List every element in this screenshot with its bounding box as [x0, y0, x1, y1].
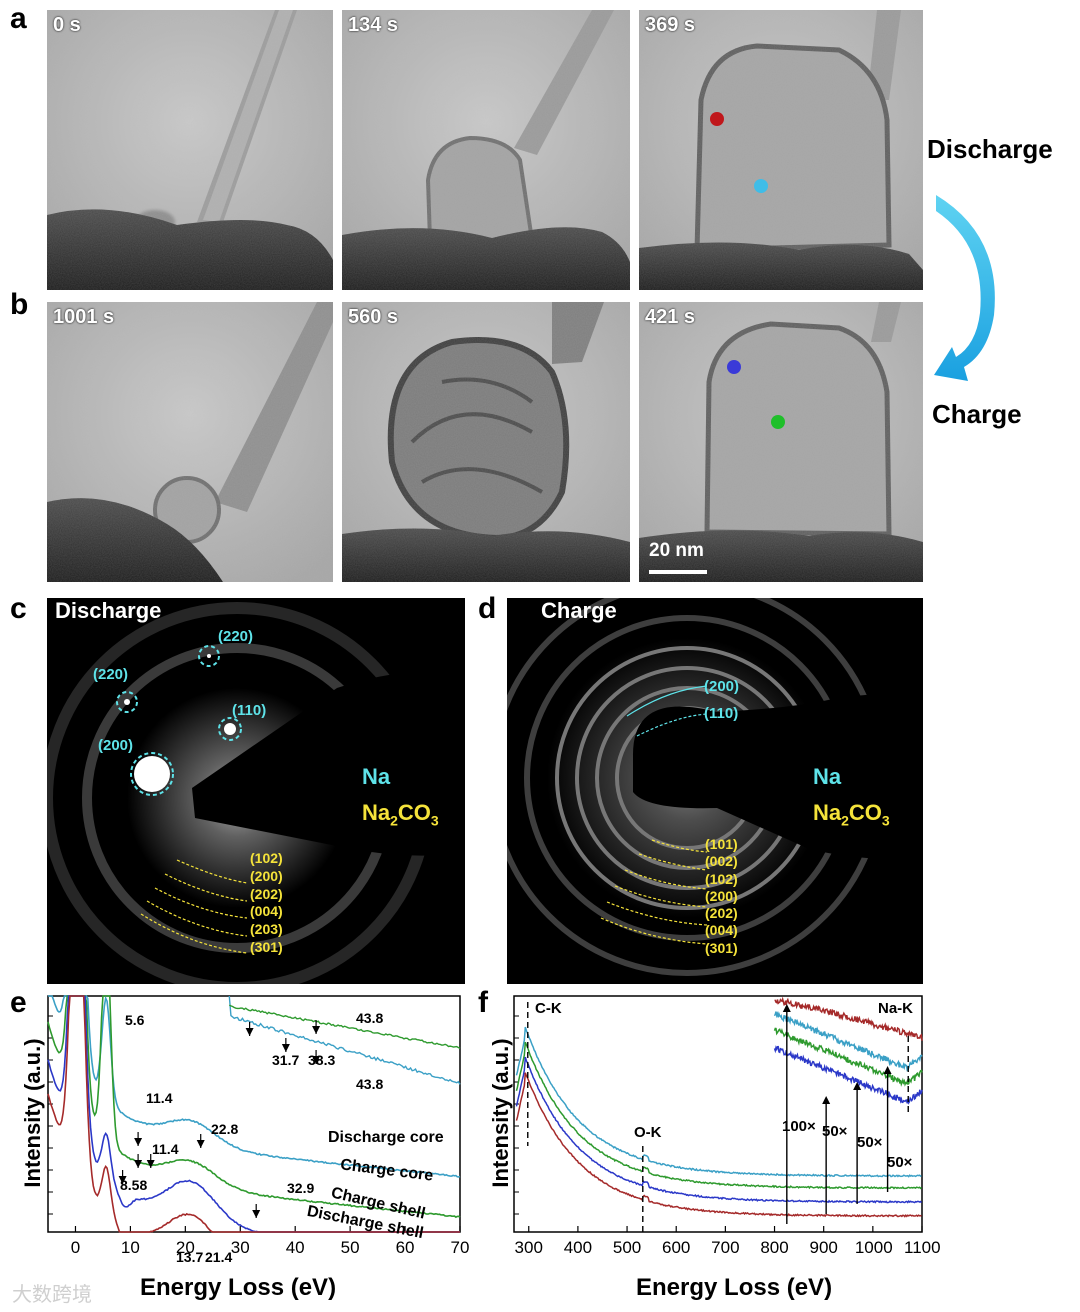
- plot-frame: [514, 996, 922, 1232]
- peak-value: 32.9: [287, 1180, 314, 1196]
- inset-line: [229, 996, 460, 1084]
- peak-arrowhead: [197, 1140, 205, 1148]
- tem-image-b-1001s: 1001 s: [47, 302, 333, 582]
- x-tick-label: 800: [757, 1238, 793, 1258]
- y-axis-label: Intensity (a.u.): [488, 1008, 514, 1218]
- x-tick-label: 0: [65, 1238, 85, 1258]
- tem-image-a-134s: 134 s: [342, 10, 630, 290]
- peak-arrowhead: [282, 1044, 290, 1052]
- diffraction-title-discharge: Discharge: [55, 598, 161, 624]
- peak-arrowhead: [134, 1138, 142, 1146]
- eels-low-loss-chart: [0, 990, 475, 1310]
- discharge-label: Discharge: [927, 134, 1053, 165]
- y-axis-label: Intensity (a.u.): [20, 1008, 46, 1218]
- spot-label: (220): [218, 628, 253, 645]
- x-tick-label: 1000: [855, 1238, 891, 1258]
- marker-cyan: [754, 179, 768, 193]
- scale-bar-label: 20 nm: [649, 540, 704, 562]
- spot-label: (220): [93, 666, 128, 683]
- time-label: 1001 s: [53, 306, 114, 329]
- time-label: 134 s: [348, 14, 398, 37]
- peak-value: 31.7: [272, 1052, 299, 1068]
- x-tick-label: 900: [806, 1238, 842, 1258]
- marker-red: [710, 112, 724, 126]
- spot-label: (110): [232, 702, 266, 719]
- series-label: Discharge core: [328, 1129, 444, 1147]
- chart-e-ylabel-wrap: Intensity (a.u.): [14, 1010, 44, 1220]
- marker-blue: [727, 360, 741, 374]
- chart-f-ylabel-wrap: Intensity (a.u.): [482, 1010, 512, 1220]
- peak-value: 13.7: [176, 1249, 203, 1265]
- peak-arrowhead: [252, 1210, 260, 1218]
- panel-label-b: b: [10, 288, 28, 322]
- peak-value: 22.8: [211, 1121, 238, 1137]
- x-axis-label: Energy Loss (eV): [636, 1274, 832, 1302]
- na2co3-label: Na2CO3: [362, 800, 439, 828]
- x-tick-label: 50: [340, 1238, 360, 1258]
- panel-label-d: d: [478, 592, 496, 626]
- magnified-line: [775, 1047, 922, 1104]
- magnification-arrowhead: [822, 1096, 830, 1104]
- edge-label-c-k: C-K: [535, 1000, 562, 1017]
- ring-labels-c: (102) (200) (202) (004) (203) (301): [250, 850, 283, 957]
- peak-value: 8.58: [120, 1177, 147, 1193]
- na2co3-label: Na2CO3: [813, 800, 890, 828]
- x-axis-label: Energy Loss (eV): [140, 1274, 336, 1302]
- x-tick-label: 1100: [904, 1238, 940, 1258]
- peak-arrowhead: [134, 1160, 142, 1168]
- magnification-label: 50×: [857, 1134, 882, 1151]
- scale-bar: [649, 570, 707, 574]
- panel-label-c: c: [10, 592, 27, 626]
- x-tick-label: 500: [609, 1238, 645, 1258]
- peak-value: 21.4: [205, 1249, 232, 1265]
- na-label: Na: [362, 764, 390, 790]
- tem-image-b-560s: 560 s: [342, 302, 630, 582]
- peak-value: 11.4: [152, 1141, 178, 1157]
- series-line: [516, 1057, 921, 1202]
- x-tick-label: 70: [450, 1238, 470, 1258]
- peak-value: 43.8: [356, 1010, 383, 1026]
- panel-label-a: a: [10, 2, 27, 36]
- edge-label-o-k: O-K: [634, 1124, 662, 1141]
- peak-value: 5.6: [125, 1012, 144, 1028]
- diffraction-title-charge: Charge: [541, 598, 617, 624]
- x-tick-label: 40: [285, 1238, 305, 1258]
- x-tick-label: 10: [120, 1238, 140, 1258]
- x-tick-label: 600: [658, 1238, 694, 1258]
- x-tick-label: 400: [560, 1238, 596, 1258]
- edge-label-na-k: Na-K: [878, 1000, 913, 1017]
- x-tick-label: 30: [230, 1238, 250, 1258]
- time-label: 421 s: [645, 306, 695, 329]
- peak-arrowhead: [246, 1028, 254, 1036]
- charge-label: Charge: [932, 399, 1022, 430]
- time-label: 0 s: [53, 14, 81, 37]
- peak-arrowhead: [312, 1026, 320, 1034]
- x-tick-label: 700: [707, 1238, 743, 1258]
- ring-label: (200): [704, 678, 739, 695]
- ring-labels-d: (101) (002) (102) (200) (202) (004) (301…: [705, 836, 738, 957]
- ring-label: (110): [704, 705, 738, 722]
- magnification-label: 100×: [782, 1118, 816, 1135]
- magnification-arrowhead: [884, 1066, 892, 1074]
- na-label: Na: [813, 764, 841, 790]
- marker-green: [771, 415, 785, 429]
- peak-value: 38.3: [308, 1052, 335, 1068]
- peak-value: 11.4: [146, 1090, 172, 1106]
- magnification-label: 50×: [822, 1123, 847, 1140]
- watermark: 大数跨境: [12, 1278, 92, 1307]
- time-label: 560 s: [348, 306, 398, 329]
- tem-image-a-0s: 0 s: [47, 10, 333, 290]
- magnification-label: 50×: [887, 1154, 912, 1171]
- cycle-arrow: [930, 185, 1010, 395]
- eels-core-loss-chart: [480, 990, 960, 1310]
- peak-value: 43.8: [356, 1076, 383, 1092]
- x-tick-label: 300: [511, 1238, 547, 1258]
- tem-image-b-421s: 421 s 20 nm: [639, 302, 923, 582]
- tem-image-a-369s: 369 s: [639, 10, 923, 290]
- time-label: 369 s: [645, 14, 695, 37]
- spot-label: (200): [98, 737, 133, 754]
